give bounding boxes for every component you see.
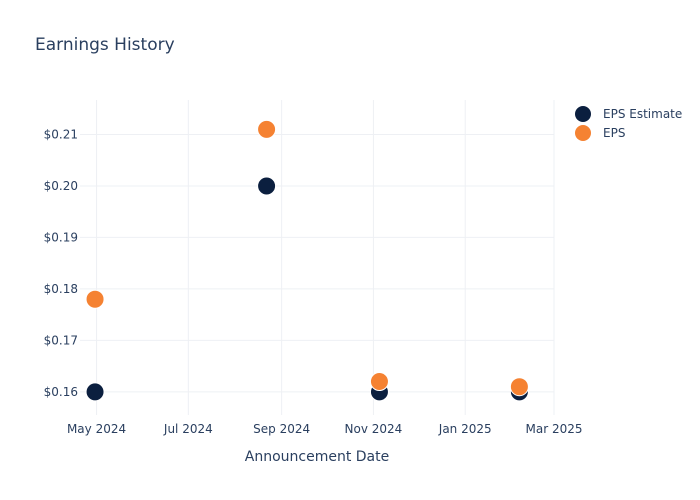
data-point[interactable]: [509, 377, 529, 397]
grid: [80, 100, 555, 415]
y-tick-label: $0.18: [44, 282, 78, 296]
y-tick-label: $0.16: [44, 385, 78, 399]
data-point[interactable]: [369, 372, 389, 392]
x-tick-label: May 2024: [67, 422, 126, 436]
x-axis-ticks: May 2024 Jul 2024 Sep 2024 Nov 2024 Jan 2025…: [67, 422, 583, 436]
data-point[interactable]: [257, 176, 277, 196]
y-tick-label: $0.20: [44, 179, 78, 193]
series-eps: [85, 119, 529, 397]
chart-title: Earnings History: [35, 35, 175, 55]
data-point[interactable]: [85, 289, 105, 309]
data-point[interactable]: [257, 119, 277, 139]
legend[interactable]: EPS Estimate EPS: [575, 106, 682, 141]
legend-item[interactable]: EPS: [575, 125, 625, 141]
y-axis-ticks: $0.16 $0.17 $0.18 $0.19 $0.20 $0.21: [44, 127, 78, 398]
legend-item[interactable]: EPS Estimate: [575, 106, 682, 122]
legend-marker: [575, 125, 591, 141]
legend-label: EPS Estimate: [603, 107, 682, 121]
data-points: [85, 119, 529, 402]
x-axis-title: Announcement Date: [245, 449, 389, 465]
y-tick-label: $0.21: [44, 127, 78, 141]
x-tick-label: Mar 2025: [526, 422, 583, 436]
y-tick-label: $0.19: [44, 230, 78, 244]
x-tick-label: Jan 2025: [438, 422, 492, 436]
x-tick-label: Nov 2024: [345, 422, 403, 436]
legend-marker: [575, 106, 591, 122]
y-tick-label: $0.17: [44, 333, 78, 347]
data-point[interactable]: [85, 382, 105, 402]
x-tick-label: Jul 2024: [163, 422, 213, 436]
x-tick-label: Sep 2024: [253, 422, 310, 436]
legend-label: EPS: [603, 126, 625, 140]
